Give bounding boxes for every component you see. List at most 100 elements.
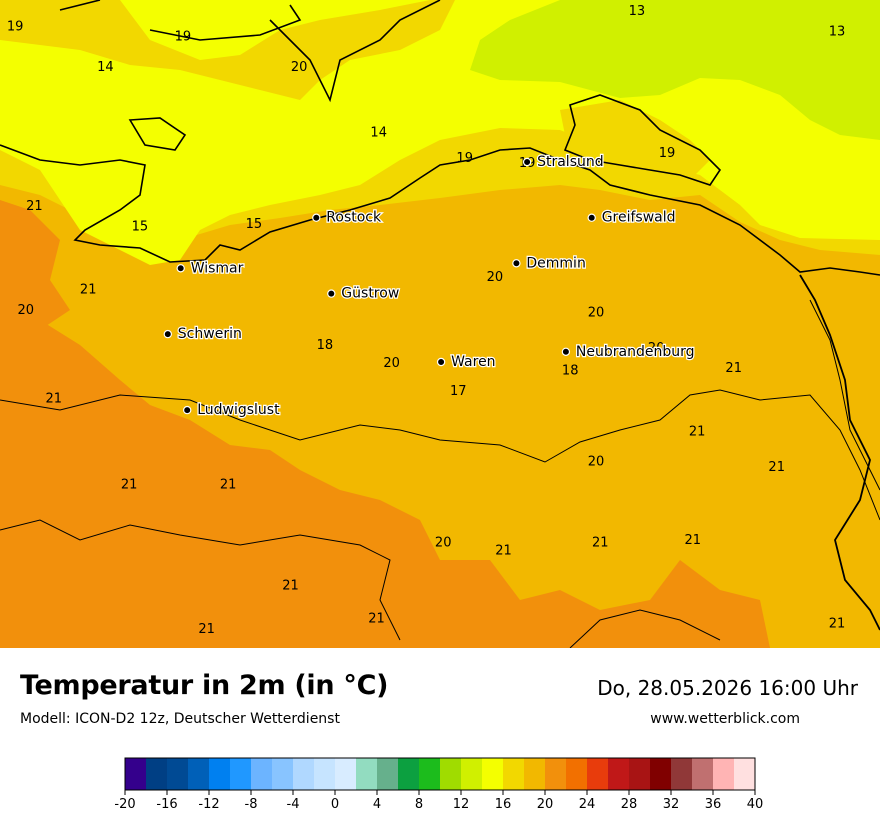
legend-swatch [377, 758, 399, 790]
city-label: Wismar [191, 260, 244, 276]
temperature-label: 21 [689, 424, 706, 439]
city-label: Demmin [526, 255, 585, 271]
field-warm-west [0, 200, 70, 330]
legend-swatch [629, 758, 651, 790]
legend-tick-label: 20 [537, 797, 554, 812]
temperature-label: 19 [659, 146, 676, 161]
temperature-label: 14 [370, 126, 387, 141]
temperature-label: 20 [383, 356, 400, 371]
legend-frame [124, 757, 756, 791]
field-18-20-south [690, 380, 880, 648]
border-state-southeast [569, 609, 721, 648]
city-markers: Stralsund Rostock Greifswald Wismar Demmin Gü… [163, 153, 696, 419]
field-island-east [560, 100, 710, 190]
temperature-map: 1919142013131419191921151521202020182020… [0, 0, 880, 648]
legend-swatch [587, 758, 609, 790]
city-label: Greifswald [602, 210, 676, 226]
legend-swatch [209, 758, 231, 790]
legend-swatch [167, 758, 189, 790]
city-dot-icon [587, 213, 596, 222]
city-label: Waren [451, 354, 495, 370]
border-state-southwest [0, 519, 401, 641]
temperature-label: 19 [175, 29, 192, 44]
legend-swatch [272, 758, 294, 790]
city-waren: Waren [436, 353, 497, 371]
legend-tick-label: -4 [287, 797, 300, 812]
legend-tick-label: 4 [373, 797, 381, 812]
city-label: Güstrow [341, 286, 399, 302]
city-dot-icon [512, 259, 521, 268]
legend-swatch [692, 758, 714, 790]
temperature-label: 21 [495, 543, 512, 558]
legend-tick-label: -20 [114, 797, 135, 812]
map-title: Temperatur in 2m (in °C) [20, 670, 389, 701]
city-rostock: Rostock [312, 208, 383, 227]
legend-tick-label: 0 [331, 797, 339, 812]
legend-tick-label: 16 [495, 797, 512, 812]
city-dot-icon [561, 347, 571, 356]
city-dot-icon [163, 329, 172, 339]
model-info: Modell: ICON-D2 12z, Deutscher Wetterdie… [20, 711, 340, 727]
temperature-label: 21 [26, 199, 43, 214]
legend-tick-label: 12 [453, 797, 470, 812]
website-link[interactable]: www.wetterblick.com [650, 711, 800, 727]
temperature-label: 20 [435, 536, 452, 551]
temperature-label: 21 [282, 579, 299, 594]
legend-swatch [608, 758, 630, 790]
legend-tick-label: 24 [579, 797, 596, 812]
coastline-island-darss [128, 117, 187, 151]
temperature-label: 19 [456, 151, 473, 166]
city-dot-icon [176, 264, 185, 273]
temperature-label: 21 [80, 283, 97, 298]
city-dot-icon [327, 289, 336, 298]
legend-tick-label: -16 [156, 797, 177, 812]
color-legend: -20 -16 -12 -8 -4 0 4 8 12 16 20 24 28 32 36 40 [114, 757, 763, 812]
temperature-label: 21 [829, 617, 846, 632]
city-dot-icon [312, 213, 321, 222]
temperature-label: 14 [97, 60, 114, 75]
legend-swatch [524, 758, 546, 790]
temperature-fields [0, 0, 880, 648]
legend-tick-label: -8 [245, 797, 258, 812]
city-neubrandenburg: Neubrandenburg [561, 343, 696, 361]
city-dot-icon [436, 357, 446, 367]
temperature-label: 17 [450, 384, 467, 399]
legend-swatch [545, 758, 567, 790]
city-wismar: Wismar [176, 259, 245, 277]
temperature-label: 21 [368, 612, 385, 627]
city-stralsund: Stralsund [522, 153, 605, 171]
legend-tick-label: 8 [415, 797, 423, 812]
legend-tick-label: 32 [663, 797, 680, 812]
city-demmin: Demmin [512, 254, 587, 272]
temperature-label: 18 [562, 364, 579, 379]
coastline-island-rugen [563, 94, 722, 186]
coastline-island-west [59, 0, 441, 103]
temperature-label: 21 [220, 478, 237, 493]
city-label: Schwerin [178, 326, 242, 342]
temperature-label: 21 [121, 478, 138, 493]
legend-tick-label: 36 [705, 797, 722, 812]
temperature-label: 20 [487, 270, 504, 285]
temperature-label: 15 [246, 217, 263, 232]
temperature-label: 21 [768, 460, 785, 475]
city-dot-icon [522, 157, 532, 167]
city-label: Stralsund [537, 154, 604, 170]
city-ludwigslust: Ludwigslust [182, 401, 281, 419]
legend-tick-label: 40 [747, 797, 764, 812]
city-label: Ludwigslust [197, 402, 280, 418]
temperature-label: 21 [685, 533, 702, 548]
legend-swatch [482, 758, 504, 790]
temperature-labels: 1919142013131419191921151521202020182020… [7, 4, 845, 637]
legend-swatch [713, 758, 735, 790]
legend-tick-label: 28 [621, 797, 638, 812]
temperature-label: 15 [132, 219, 149, 234]
temperature-label: 21 [725, 361, 742, 376]
temperature-label: 19 [7, 19, 24, 34]
legend-ticks: -20 -16 -12 -8 -4 0 4 8 12 16 20 24 28 32 36 40 [114, 790, 763, 812]
legend-swatches [124, 757, 756, 791]
city-label: Neubrandenburg [576, 344, 695, 360]
legend-swatch [734, 758, 756, 790]
temperature-label: 18 [317, 338, 334, 353]
legend-swatch [461, 758, 483, 790]
legend-swatch [440, 758, 462, 790]
